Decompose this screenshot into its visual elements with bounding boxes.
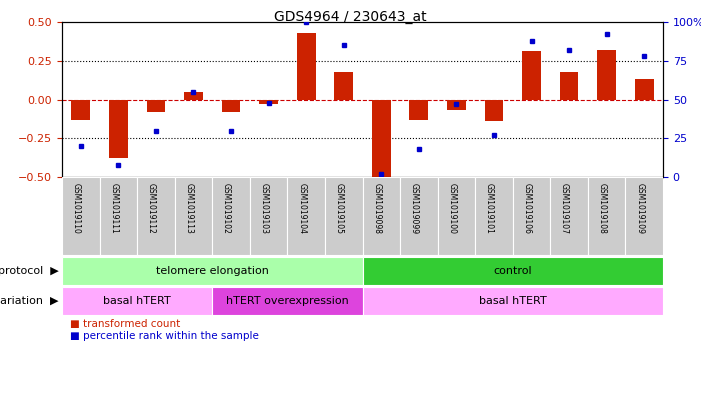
Bar bbox=[137, 177, 175, 255]
Bar bbox=[550, 177, 588, 255]
Bar bbox=[475, 177, 512, 255]
Text: ■ percentile rank within the sample: ■ percentile rank within the sample bbox=[70, 331, 259, 341]
Text: GSM1019108: GSM1019108 bbox=[598, 183, 606, 234]
Bar bbox=[522, 51, 541, 99]
Bar bbox=[437, 177, 475, 255]
Bar bbox=[559, 72, 578, 99]
Bar bbox=[334, 72, 353, 99]
Bar bbox=[597, 50, 616, 99]
Bar bbox=[325, 177, 362, 255]
Text: GSM1019112: GSM1019112 bbox=[147, 183, 156, 234]
Text: control: control bbox=[494, 266, 532, 276]
Text: GSM1019113: GSM1019113 bbox=[184, 183, 193, 234]
Bar bbox=[362, 177, 400, 255]
Bar bbox=[447, 99, 465, 110]
Bar bbox=[625, 177, 663, 255]
Bar bbox=[175, 177, 212, 255]
Bar bbox=[635, 79, 653, 99]
Bar bbox=[62, 177, 100, 255]
Bar bbox=[588, 177, 625, 255]
Bar bbox=[512, 177, 550, 255]
Bar bbox=[372, 99, 390, 177]
Text: GSM1019105: GSM1019105 bbox=[334, 183, 343, 234]
Bar bbox=[109, 99, 128, 158]
Text: GSM1019107: GSM1019107 bbox=[560, 183, 569, 234]
Text: GSM1019104: GSM1019104 bbox=[297, 183, 306, 234]
Text: GSM1019106: GSM1019106 bbox=[522, 183, 531, 234]
Bar bbox=[250, 177, 287, 255]
Bar bbox=[409, 99, 428, 119]
Text: GSM1019103: GSM1019103 bbox=[259, 183, 268, 234]
Text: hTERT overexpression: hTERT overexpression bbox=[226, 296, 349, 306]
Bar bbox=[100, 177, 137, 255]
Text: telomere elongation: telomere elongation bbox=[156, 266, 268, 276]
Bar bbox=[362, 257, 663, 285]
Text: GDS4964 / 230643_at: GDS4964 / 230643_at bbox=[274, 10, 427, 24]
Bar bbox=[184, 92, 203, 99]
Text: GSM1019099: GSM1019099 bbox=[410, 183, 418, 234]
Bar bbox=[484, 99, 503, 121]
Bar bbox=[259, 99, 278, 104]
Bar bbox=[362, 287, 663, 315]
Text: GSM1019098: GSM1019098 bbox=[372, 183, 381, 234]
Text: basal hTERT: basal hTERT bbox=[479, 296, 547, 306]
Bar bbox=[212, 177, 250, 255]
Text: GSM1019102: GSM1019102 bbox=[222, 183, 231, 234]
Bar bbox=[147, 99, 165, 112]
Text: GSM1019110: GSM1019110 bbox=[72, 183, 81, 234]
Bar bbox=[287, 177, 325, 255]
Text: basal hTERT: basal hTERT bbox=[103, 296, 171, 306]
Text: GSM1019111: GSM1019111 bbox=[109, 183, 118, 234]
Bar bbox=[62, 257, 362, 285]
Text: protocol  ▶: protocol ▶ bbox=[0, 266, 58, 276]
Text: genotype/variation  ▶: genotype/variation ▶ bbox=[0, 296, 58, 306]
Bar bbox=[212, 287, 362, 315]
Text: GSM1019101: GSM1019101 bbox=[485, 183, 494, 234]
Bar bbox=[297, 33, 315, 99]
Text: ■ transformed count: ■ transformed count bbox=[70, 319, 180, 329]
Bar bbox=[62, 287, 212, 315]
Bar bbox=[222, 99, 240, 112]
Text: GSM1019100: GSM1019100 bbox=[447, 183, 456, 234]
Text: GSM1019109: GSM1019109 bbox=[635, 183, 644, 234]
Bar bbox=[72, 99, 90, 119]
Bar bbox=[400, 177, 437, 255]
